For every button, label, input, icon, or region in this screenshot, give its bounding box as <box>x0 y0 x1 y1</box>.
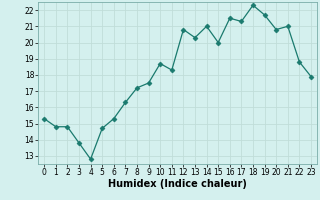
X-axis label: Humidex (Indice chaleur): Humidex (Indice chaleur) <box>108 179 247 189</box>
